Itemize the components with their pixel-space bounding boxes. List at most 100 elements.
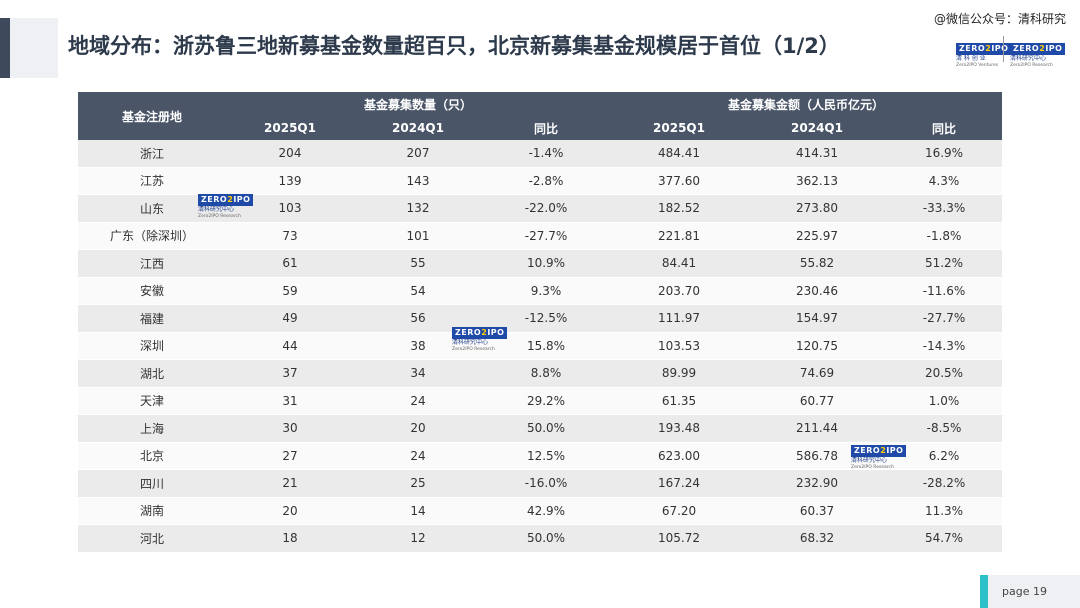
region-cell: 四川 [78,469,226,498]
value-cell: 42.9% [482,497,611,525]
value-cell: -1.4% [482,140,611,168]
table-row: 广东（除深圳） 73 101 -27.7% 221.81 225.97 -1.8% [78,222,1003,250]
value-cell: 11.3% [886,497,1003,525]
value-cell: -16.0% [482,469,611,498]
value-cell: 484.41 [610,140,749,168]
value-cell: 132 [354,194,482,223]
wechat-watermark: @微信公众号：清科研究 [933,12,1066,26]
column-header: 2024Q1 [748,116,887,140]
value-cell: -22.0% [482,194,611,223]
value-cell: 55.82 [748,249,887,278]
value-cell: 225.97 [748,222,887,250]
column-header: 同比 [886,116,1003,140]
region-cell: 安徽 [78,277,226,305]
value-cell: 14 [354,497,482,525]
value-cell: 1.0% [886,387,1003,415]
region-cell: 深圳 [78,332,226,360]
table-row: 浙江 204 207 -1.4% 484.41 414.31 16.9% [78,140,1003,168]
value-cell: 27 [226,442,354,470]
value-cell: 59 [226,277,354,305]
value-cell: 16.9% [886,140,1003,168]
region-cell: 湖北 [78,359,226,388]
value-cell: 50.0% [482,414,611,443]
table-row: 湖南 20 14 42.9% 67.20 60.37 11.3% [78,497,1003,525]
page-number-tag: page 19 [980,575,1080,608]
value-cell: 211.44 [748,414,887,443]
table-row: 江西 61 55 10.9% 84.41 55.82 51.2% [78,249,1003,278]
page-number: page 19 [1002,585,1047,598]
zero2ipo-ventures-logo: ZERO2IPO 清 科 创 业 Zero2IPO Ventures [956,36,1012,68]
value-cell: -12.5% [482,304,611,333]
table-row: 天津 31 24 29.2% 61.35 60.77 1.0% [78,387,1003,415]
value-cell: 362.13 [748,167,887,195]
fund-region-table: 基金注册地 基金募集数量（只） 基金募集金额（人民币亿元） 2025Q1 202… [78,92,1003,553]
count-group-header: 基金募集数量（只） [226,92,611,116]
value-cell: -27.7% [886,304,1003,333]
zero-mark: ZERO2IPO [452,327,508,339]
page-tag-accent [980,575,988,608]
zero2ipo-watermark-stamp: ZERO2IPO 清科研究中心 Zero2IPO Research [198,187,254,220]
zero-mark: ZERO2IPO [1010,43,1066,55]
value-cell: -14.3% [886,332,1003,360]
value-cell: 18 [226,524,354,553]
region-cell: 天津 [78,387,226,415]
title-accent-bar [0,18,10,78]
region-cell: 上海 [78,414,226,443]
value-cell: -27.7% [482,222,611,250]
region-cell: 河北 [78,524,226,553]
region-cell: 江西 [78,249,226,278]
value-cell: 49 [226,304,354,333]
value-cell: 50.0% [482,524,611,553]
value-cell: 623.00 [610,442,749,470]
value-cell: 10.9% [482,249,611,278]
column-header: 同比 [482,116,611,140]
value-cell: 25 [354,469,482,498]
value-cell: 101 [354,222,482,250]
table-row: 安徽 59 54 9.3% 203.70 230.46 -11.6% [78,277,1003,305]
value-cell: 34 [354,359,482,388]
table-row: 上海 30 20 50.0% 193.48 211.44 -8.5% [78,414,1003,443]
value-cell: -33.3% [886,194,1003,223]
table-row: 山东 103 132 -22.0% 182.52 273.80 -33.3% [78,194,1003,223]
table-row: 福建 49 56 -12.5% 111.97 154.97 -27.7% [78,304,1003,333]
value-cell: 221.81 [610,222,749,250]
value-cell: 24 [354,387,482,415]
zero-mark: ZERO2IPO [851,445,907,457]
table-row: 江苏 139 143 -2.8% 377.60 362.13 4.3% [78,167,1003,195]
zero2ipo-research-logo: ZERO2IPO 清科研究中心 Zero2IPO Research [1010,36,1066,68]
value-cell: 230.46 [748,277,887,305]
value-cell: 21 [226,469,354,498]
value-cell: 54 [354,277,482,305]
region-cell: 广东（除深圳） [78,222,226,250]
region-cell: 湖南 [78,497,226,525]
value-cell: 55 [354,249,482,278]
value-cell: 105.72 [610,524,749,553]
value-cell: 54.7% [886,524,1003,553]
region-cell: 浙江 [78,140,226,168]
value-cell: 31 [226,387,354,415]
table-subheader-row: 2025Q1 2024Q1 同比 2025Q1 2024Q1 同比 [78,116,1003,140]
value-cell: 61.35 [610,387,749,415]
region-header: 基金注册地 [78,92,226,140]
value-cell: 414.31 [748,140,887,168]
value-cell: 207 [354,140,482,168]
column-header: 2025Q1 [610,116,749,140]
value-cell: 84.41 [610,249,749,278]
value-cell: 120.75 [748,332,887,360]
value-cell: 73 [226,222,354,250]
value-cell: 20 [226,497,354,525]
value-cell: -1.8% [886,222,1003,250]
value-cell: 273.80 [748,194,887,223]
value-cell: 20.5% [886,359,1003,388]
zero-mark: ZERO2IPO [956,43,1012,55]
value-cell: -8.5% [886,414,1003,443]
value-cell: 24 [354,442,482,470]
amount-group-header: 基金募集金额（人民币亿元） [610,92,1003,116]
logo-divider [1003,36,1004,62]
table-row: 湖北 37 34 8.8% 89.99 74.69 20.5% [78,359,1003,388]
value-cell: 203.70 [610,277,749,305]
value-cell: 30 [226,414,354,443]
value-cell: 377.60 [610,167,749,195]
value-cell: 4.3% [886,167,1003,195]
zero-mark: ZERO2IPO [198,194,254,206]
